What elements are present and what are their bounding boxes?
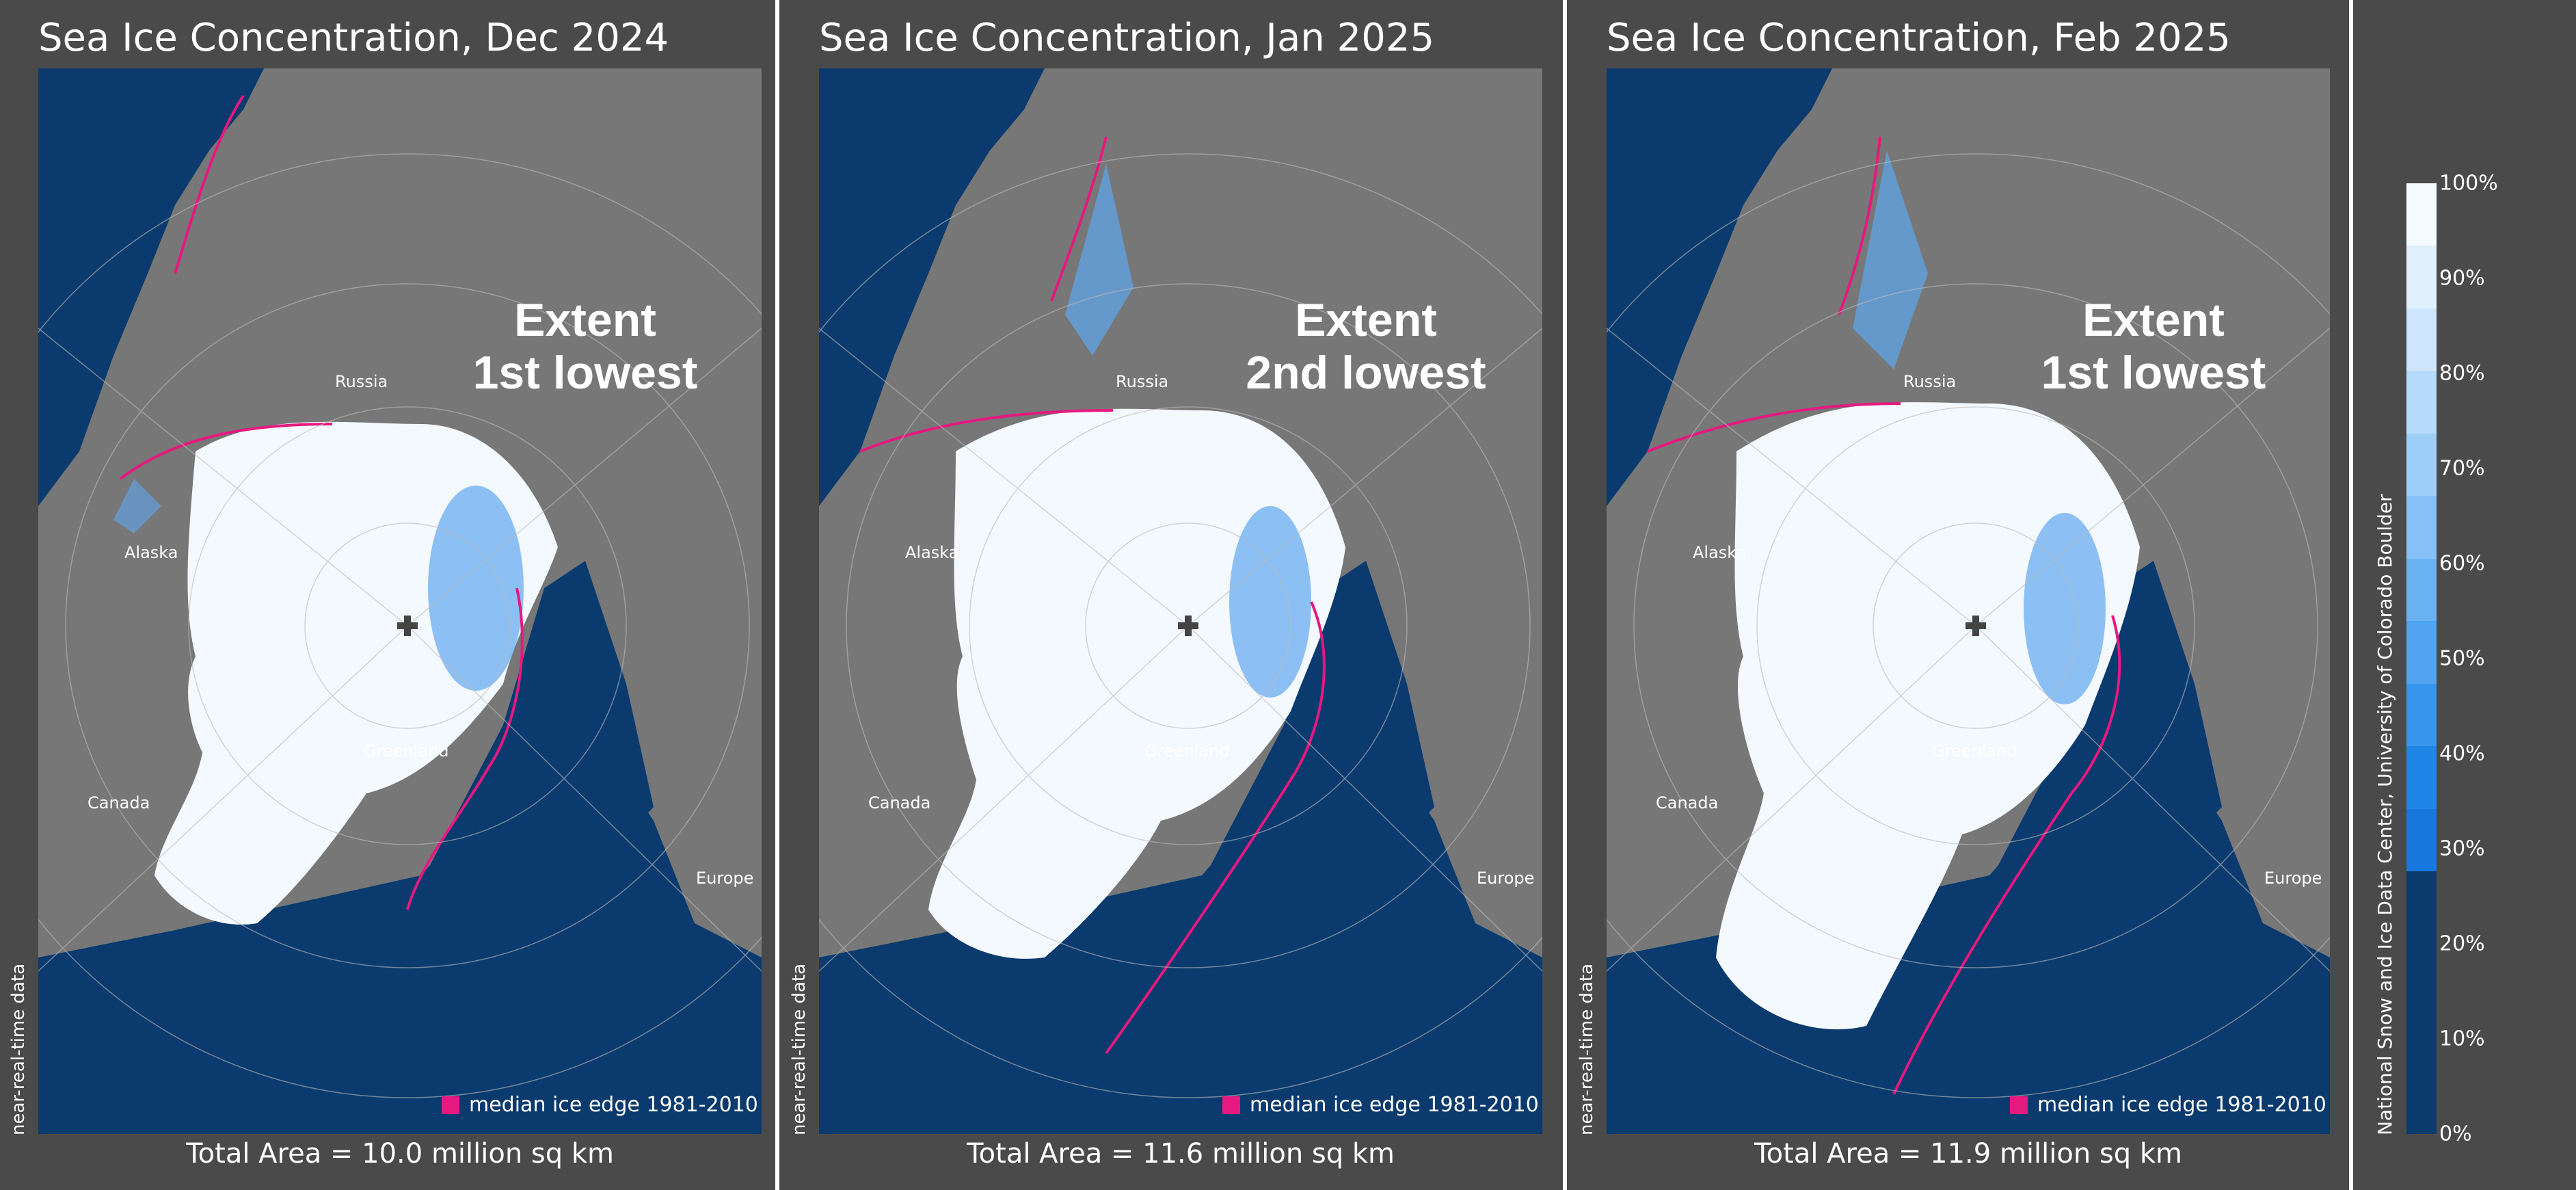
region-label-europe: Europe — [2264, 869, 2322, 888]
region-label-canada: Canada — [88, 793, 150, 812]
total-area: Total Area = 11.9 million sq km — [1754, 1138, 2182, 1169]
colorbar-band — [2406, 496, 2437, 559]
total-area: Total Area = 11.6 million sq km — [967, 1138, 1395, 1169]
region-label-europe: Europe — [1477, 869, 1535, 888]
extent-line-1: Extent — [2082, 294, 2225, 346]
extent-line-1: Extent — [514, 294, 656, 346]
region-label-canada: Canada — [1656, 793, 1719, 812]
near-real-time-label: near-real-time data — [1577, 963, 1597, 1135]
colorbar-band — [2406, 371, 2437, 434]
legend-swatch — [2010, 1096, 2028, 1114]
colorbar-band — [2406, 746, 2437, 809]
extent-line-1: Extent — [1295, 294, 1437, 346]
colorbar-label: 100% — [2439, 171, 2498, 196]
panel-jan-2025: Sea Ice Concentration, Jan 2025 — [781, 0, 1553, 1190]
extent-line-2: 1st lowest — [2041, 346, 2266, 399]
concentration-colorbar: National Snow and Ice Data Center, Unive… — [2352, 0, 2576, 1190]
near-real-time-label: near-real-time data — [789, 963, 809, 1135]
region-label-greenland: Greenland — [364, 741, 449, 761]
colorbar-band — [2406, 808, 2437, 871]
total-area: Total Area = 10.0 million sq km — [186, 1138, 614, 1169]
colorbar-label: 10% — [2439, 1027, 2485, 1051]
extent-ranking: Extent 1st lowest — [442, 294, 729, 399]
panel-divider — [1563, 0, 1567, 1190]
region-label-russia: Russia — [1116, 372, 1169, 391]
region-label-alaska: Alaska — [1693, 543, 1747, 562]
median-edge-legend: median ice edge 1981-2010 — [442, 1093, 758, 1117]
colorbar-band — [2406, 246, 2437, 308]
panel-title: Sea Ice Concentration, Feb 2025 — [1607, 16, 2231, 60]
colorbar-label: 30% — [2439, 836, 2485, 861]
median-edge-legend: median ice edge 1981-2010 — [1222, 1093, 1539, 1117]
sea-ice-map-graphic — [38, 68, 762, 1134]
arctic-map: Extent 2nd lowest Russia Alaska Greenlan… — [819, 68, 1542, 1134]
colorbar-band — [2406, 621, 2437, 684]
extent-line-2: 2nd lowest — [1246, 346, 1486, 399]
region-label-alaska: Alaska — [124, 543, 178, 562]
panel-title: Sea Ice Concentration, Dec 2024 — [38, 16, 669, 60]
colorbar-band — [2406, 433, 2437, 497]
legend-swatch — [442, 1096, 459, 1114]
panel-divider — [775, 0, 779, 1190]
region-label-alaska: Alaska — [905, 543, 959, 562]
region-label-russia: Russia — [335, 372, 388, 391]
median-edge-legend: median ice edge 1981-2010 — [2010, 1093, 2326, 1117]
panel-title: Sea Ice Concentration, Jan 2025 — [819, 16, 1435, 60]
legend-label: median ice edge 1981-2010 — [469, 1093, 758, 1117]
colorbar-label: 20% — [2439, 931, 2485, 956]
colorbar-band — [2406, 558, 2437, 622]
legend-label: median ice edge 1981-2010 — [1250, 1093, 1539, 1117]
colorbar-scale — [2406, 183, 2437, 1135]
colorbar-band — [2406, 683, 2437, 747]
legend-swatch — [1222, 1096, 1240, 1114]
colorbar-label: 40% — [2439, 741, 2485, 766]
region-label-canada: Canada — [868, 793, 931, 812]
credit-line: National Snow and Ice Data Center, Unive… — [2374, 494, 2396, 1135]
region-label-europe: Europe — [696, 869, 754, 888]
colorbar-label: 0% — [2439, 1122, 2472, 1146]
region-label-greenland: Greenland — [1144, 741, 1230, 761]
sea-ice-map-graphic — [1607, 68, 2330, 1134]
sea-ice-map-graphic — [819, 68, 1542, 1134]
colorbar-band — [2406, 183, 2437, 246]
panel-dec-2024: Sea Ice Concentration, Dec 2024 — [0, 0, 773, 1190]
colorbar-label: 80% — [2439, 361, 2485, 386]
arctic-map: Extent 1st lowest Russia Alaska Greenlan… — [38, 68, 762, 1134]
region-label-russia: Russia — [1903, 372, 1957, 391]
region-label-greenland: Greenland — [1932, 741, 2017, 761]
colorbar-label: 70% — [2439, 456, 2485, 481]
extent-ranking: Extent 1st lowest — [2010, 294, 2297, 399]
extent-line-2: 1st lowest — [472, 346, 698, 399]
near-real-time-label: near-real-time data — [8, 963, 29, 1135]
arctic-map: Extent 1st lowest Russia Alaska Greenlan… — [1607, 68, 2330, 1134]
colorbar-label: 60% — [2439, 551, 2485, 576]
colorbar-label: 90% — [2439, 266, 2485, 291]
colorbar-band — [2406, 308, 2437, 371]
extent-ranking: Extent 2nd lowest — [1222, 294, 1510, 399]
panel-feb-2025: Sea Ice Concentration, Feb 2025 — [1568, 0, 2341, 1190]
legend-label: median ice edge 1981-2010 — [2037, 1093, 2326, 1117]
colorbar-band — [2406, 871, 2437, 1135]
panel-divider — [2349, 0, 2353, 1190]
colorbar-label: 50% — [2439, 646, 2485, 671]
